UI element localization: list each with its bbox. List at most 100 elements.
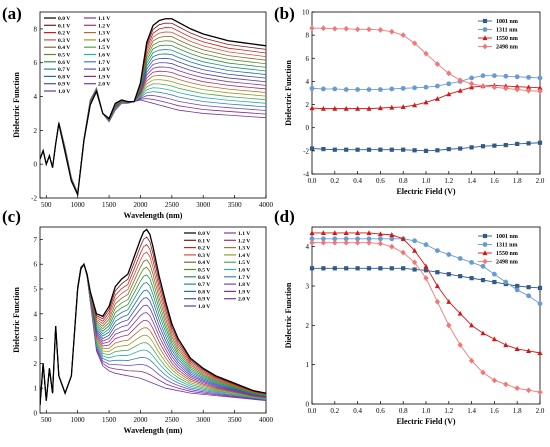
y-tick-label: 0 xyxy=(306,401,310,409)
panel-d-axes: 0.0 0.2 0.4 0.6 0.8 1.0 1.2 1.4 1.6 1.8 2.0 0 1 2 3 4 El… xyxy=(284,226,545,426)
data-point xyxy=(537,389,543,396)
panel-label-b: (b) xyxy=(274,4,295,23)
data-point xyxy=(434,61,441,67)
x-tick-label: 3500 xyxy=(228,416,243,424)
legend-label: 1.2 V xyxy=(98,23,110,29)
legend-label: 0.6 V xyxy=(198,275,210,281)
data-point xyxy=(480,83,486,89)
data-point xyxy=(503,73,509,79)
data-point xyxy=(526,141,531,146)
data-point xyxy=(468,80,475,87)
x-tick-label: 1.4 xyxy=(467,407,476,415)
legend-d: 1001 nm 1311 nm 1550 nm 2498 nm xyxy=(478,233,518,266)
data-point xyxy=(469,276,474,281)
data-point xyxy=(332,86,338,92)
panel-label-c: (c) xyxy=(2,207,21,226)
panel-b-axes: 0.0 0.2 0.4 0.6 0.8 1.0 1.2 1.4 1.6 1.8 2.0-4-2024… xyxy=(284,9,545,197)
data-point xyxy=(492,271,497,277)
data-point xyxy=(457,77,463,84)
data-point xyxy=(469,260,474,265)
legend-label: 0.7 V xyxy=(198,282,210,288)
data-point xyxy=(492,143,497,148)
data-point xyxy=(503,381,509,388)
legend-label: 0.2 V xyxy=(58,31,70,37)
data-point xyxy=(423,50,429,57)
data-point xyxy=(423,275,429,282)
data-point xyxy=(458,146,463,151)
data-point xyxy=(389,86,395,92)
x-tick-label: 1500 xyxy=(102,416,117,424)
data-point xyxy=(332,230,338,235)
data-point xyxy=(412,247,418,253)
data-point xyxy=(526,348,532,353)
data-point xyxy=(354,239,361,246)
data-point xyxy=(482,27,488,32)
data-point xyxy=(503,279,509,285)
legend-label: 1.5 V xyxy=(98,45,110,51)
x-tick-label: 0.2 xyxy=(330,407,339,415)
data-point xyxy=(378,236,383,242)
legend-label: 0.9 V xyxy=(198,297,210,303)
y-tick-label: 4 xyxy=(306,243,310,251)
x-tick-label: 0.4 xyxy=(353,177,362,185)
legend-label: 2498 nm xyxy=(496,45,518,51)
y-tick-label: 3 xyxy=(34,335,38,343)
data-point xyxy=(412,102,418,108)
y-tick-label: 1 xyxy=(306,361,310,369)
legend-label: 1.9 V xyxy=(238,289,250,295)
data-point xyxy=(446,252,452,257)
data-point xyxy=(355,230,361,235)
data-point xyxy=(469,84,475,90)
panel-c-curves xyxy=(40,228,266,406)
data-point xyxy=(515,283,520,289)
data-point xyxy=(457,310,463,316)
legend-label: 1550 nm xyxy=(496,251,518,257)
data-point xyxy=(482,250,488,256)
legend-a: 0.0 V0.1 V 0.2 V0.3 V0.4 V 0.5 V0.6 V0.7 V… xyxy=(44,16,110,95)
x-axis-title: Wavelength (nm) xyxy=(124,211,183,220)
data-point xyxy=(377,27,384,33)
data-point xyxy=(366,105,372,111)
legend-label: 1.3 V xyxy=(98,31,110,37)
x-tick-label: 2.0 xyxy=(536,407,545,415)
legend-label: 1.7 V xyxy=(98,60,110,66)
data-point xyxy=(355,105,361,111)
x-axis-title: Wavelength (nm) xyxy=(124,426,183,435)
data-point xyxy=(503,142,508,148)
data-point xyxy=(423,242,429,248)
data-point xyxy=(457,342,463,348)
data-point xyxy=(503,85,509,92)
x-tick-label: 4000 xyxy=(259,416,274,424)
data-point xyxy=(366,230,372,235)
data-point xyxy=(343,230,349,235)
legend-label: 0.4 V xyxy=(198,260,210,266)
data-point xyxy=(400,85,406,91)
legend-label: 1.4 V xyxy=(238,253,250,259)
x-tick-label: 2000 xyxy=(133,201,148,209)
y-tick-label: 0 xyxy=(306,124,310,132)
data-point xyxy=(482,35,488,41)
legend-label: 0.0 V xyxy=(198,231,210,237)
x-tick-label: 3000 xyxy=(196,201,211,209)
data-point xyxy=(309,266,315,271)
data-point xyxy=(480,278,486,283)
x-tick-label: 2500 xyxy=(165,201,180,209)
x-tick-label: 1.2 xyxy=(444,177,453,185)
data-point xyxy=(482,18,488,24)
data-point xyxy=(366,236,372,242)
data-point xyxy=(537,88,543,95)
y-tick-label: 5 xyxy=(34,286,38,294)
data-point xyxy=(320,230,326,235)
data-point xyxy=(423,263,429,269)
data-point xyxy=(434,283,440,289)
x-tick-label: 1000 xyxy=(71,201,86,209)
legend-label: 2498 nm xyxy=(496,260,518,266)
data-point xyxy=(525,387,532,394)
legend-label: 0.2 V xyxy=(198,246,210,252)
data-point xyxy=(389,28,395,35)
data-point xyxy=(503,342,509,348)
legend-label: 1.8 V xyxy=(98,67,110,73)
legend-label: 0.1 V xyxy=(58,23,70,29)
plot-frame xyxy=(39,226,267,414)
x-tick-label: 3000 xyxy=(196,416,211,424)
